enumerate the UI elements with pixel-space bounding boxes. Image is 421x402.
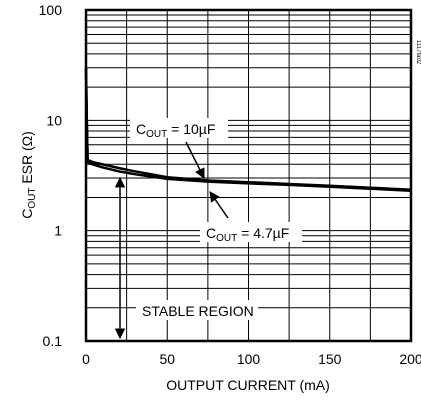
y-tick-label: 10 (46, 112, 62, 128)
x-tick-label: 150 (318, 351, 342, 367)
grid (86, 10, 411, 341)
x-tick-label: 200 (399, 351, 421, 367)
x-axis-title: OUTPUT CURRENT (mA) (166, 377, 330, 393)
label-cout-10uf: COUT = 10µF (130, 118, 228, 179)
series-line-1 (84, 67, 412, 193)
stable-region-annotation: STABLE REGION (114, 176, 258, 340)
y-tick-label: 100 (39, 2, 63, 18)
stable-region-label: STABLE REGION (142, 303, 254, 319)
figure-watermark: 1117fa02 (415, 40, 421, 65)
svg-text:COUT = 4.7µF: COUT = 4.7µF (206, 225, 289, 244)
svg-text:COUT = 10µF: COUT = 10µF (136, 121, 215, 140)
x-tick-label: 0 (82, 351, 90, 367)
arrow-4-7uf (209, 191, 229, 219)
x-tick-label: 100 (237, 351, 261, 367)
label-cout-4-7uf: COUT = 4.7µF (200, 191, 302, 244)
arrow-10uf (185, 141, 205, 179)
y-tick-label: 0.1 (43, 333, 63, 349)
plot-frame (84, 8, 413, 343)
x-tick-label: 50 (159, 351, 175, 367)
series-lines (84, 67, 412, 193)
tick-labels: 0 50 100 150 200 0.1 1 10 100 (39, 2, 421, 367)
y-axis-title: COUT ESR (Ω) (19, 131, 38, 219)
y-tick-label: 1 (54, 223, 62, 239)
